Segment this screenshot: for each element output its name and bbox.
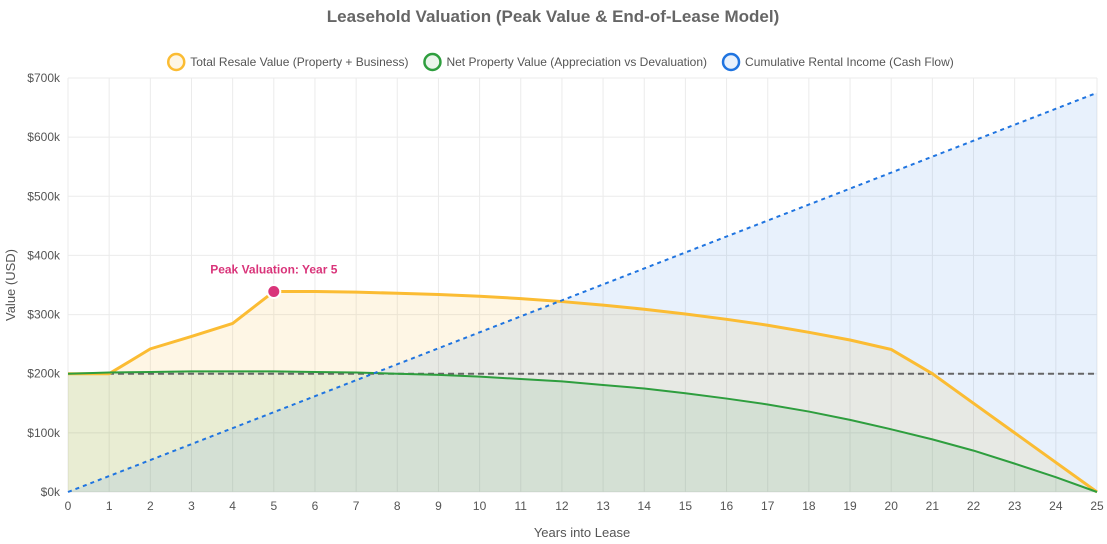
x-tick-label-3: 3 <box>188 499 195 513</box>
chart-title: Leasehold Valuation (Peak Value & End-of… <box>327 7 780 26</box>
peak-annotation-label: Peak Valuation: Year 5 <box>210 263 338 277</box>
series-line-0 <box>68 290 1098 494</box>
y-tick-label-0: $0k <box>41 485 61 499</box>
y-tick-label-4: $400k <box>27 248 61 262</box>
series-lines <box>67 91 1098 494</box>
legend-item-0: Total Resale Value (Property + Business) <box>166 52 408 72</box>
x-tick-label-4: 4 <box>229 499 236 513</box>
x-tick-label-11: 11 <box>515 499 528 513</box>
y-tick-label-3: $300k <box>27 308 61 322</box>
x-tick-label-19: 19 <box>843 499 857 513</box>
x-tick-label-18: 18 <box>802 499 816 513</box>
y-tick-label-5: $500k <box>27 189 61 203</box>
series-area-0 <box>68 291 1097 492</box>
x-tick-label-15: 15 <box>679 499 693 513</box>
x-tick-label-9: 9 <box>435 499 442 513</box>
x-tick-label-1: 1 <box>106 499 113 513</box>
x-tick-label-13: 13 <box>596 499 610 513</box>
x-tick-label-14: 14 <box>638 499 652 513</box>
x-tick-label-12: 12 <box>555 499 569 513</box>
legend-swatch-2 <box>721 52 741 72</box>
x-tick-label-6: 6 <box>312 499 319 513</box>
x-tick-label-0: 0 <box>65 499 72 513</box>
legend-item-1: Net Property Value (Appreciation vs Deva… <box>423 52 707 72</box>
annotation: Peak Valuation: Year 5 <box>210 263 338 300</box>
x-tick-label-24: 24 <box>1049 499 1063 513</box>
x-tick-label-17: 17 <box>761 499 775 513</box>
x-tick-label-5: 5 <box>270 499 277 513</box>
series-line-1 <box>67 370 1098 493</box>
x-tick-label-25: 25 <box>1090 499 1104 513</box>
x-tick-label-20: 20 <box>885 499 899 513</box>
y-tick-label-1: $100k <box>27 426 61 440</box>
legend-swatch-0 <box>166 52 186 72</box>
y-axis-ticks: $0k $100k $200k $300k $400k $500k $600k $700k <box>27 71 61 499</box>
y-tick-label-7: $700k <box>27 71 61 85</box>
x-tick-label-7: 7 <box>353 499 360 513</box>
x-tick-label-8: 8 <box>394 499 401 513</box>
legend-label-0: Total Resale Value (Property + Business) <box>190 55 408 69</box>
legend: Total Resale Value (Property + Business)… <box>166 52 954 72</box>
peak-marker <box>266 284 282 300</box>
x-axis-ticks: 0 1 2 3 4 5 6 7 8 9 10 11 12 13 14 15 16 17 18 19 20 21 22 23 24… <box>65 499 1104 513</box>
x-tick-label-16: 16 <box>720 499 734 513</box>
x-tick-label-10: 10 <box>473 499 487 513</box>
x-tick-label-21: 21 <box>926 499 940 513</box>
x-axis-label: Years into Lease <box>534 525 630 540</box>
series-area-1 <box>68 371 1097 492</box>
legend-swatch-1 <box>423 52 442 72</box>
x-tick-label-23: 23 <box>1008 499 1022 513</box>
legend-item-2: Cumulative Rental Income (Cash Flow) <box>721 52 954 72</box>
x-tick-label-2: 2 <box>147 499 154 513</box>
y-tick-label-2: $200k <box>27 367 61 381</box>
legend-label-1: Net Property Value (Appreciation vs Deva… <box>446 55 707 69</box>
y-tick-label-6: $600k <box>27 130 61 144</box>
x-tick-label-22: 22 <box>967 499 981 513</box>
legend-label-2: Cumulative Rental Income (Cash Flow) <box>745 55 954 69</box>
y-axis-label: Value (USD) <box>3 249 18 321</box>
